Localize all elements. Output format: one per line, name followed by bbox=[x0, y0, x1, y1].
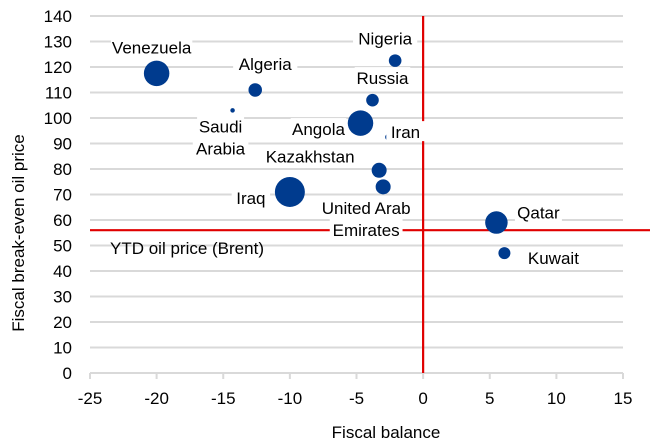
label-background bbox=[525, 247, 582, 268]
label-background bbox=[290, 118, 347, 139]
label-background bbox=[353, 27, 418, 48]
x-tick-label: 0 bbox=[418, 389, 427, 408]
data-label: Kuwait bbox=[528, 249, 579, 268]
point-label-kazakhstan: Kazakhstan bbox=[265, 145, 356, 166]
data-label: Iraq bbox=[236, 189, 265, 208]
bubble-iraq bbox=[274, 176, 305, 207]
label-background bbox=[110, 36, 193, 57]
label-background bbox=[386, 121, 425, 142]
x-tick-label: 15 bbox=[614, 389, 633, 408]
point-label-nigeria: Nigeria bbox=[353, 27, 418, 49]
y-tick-label: 30 bbox=[53, 288, 72, 307]
bubble-kazakhstan bbox=[371, 162, 387, 178]
point-label-kuwait: Kuwait bbox=[525, 247, 582, 268]
bubble-algeria bbox=[248, 83, 262, 97]
y-tick-label: 10 bbox=[53, 339, 72, 358]
label-background bbox=[192, 137, 249, 158]
y-tick-label: 0 bbox=[63, 364, 72, 383]
label-background bbox=[329, 218, 403, 239]
bubble-qatar bbox=[485, 211, 508, 234]
point-label-algeria: Algeria bbox=[233, 52, 298, 74]
label-background bbox=[316, 196, 416, 217]
bubble-kuwait bbox=[498, 247, 511, 260]
data-label: Algeria bbox=[239, 55, 292, 74]
y-tick-label: 20 bbox=[53, 313, 72, 332]
x-tick-label: -5 bbox=[349, 389, 364, 408]
data-label: Emirates bbox=[333, 221, 400, 240]
label-background bbox=[354, 67, 411, 88]
y-tick-label: 140 bbox=[44, 7, 72, 26]
y-tick-label: 130 bbox=[44, 33, 72, 52]
data-label: Arabia bbox=[196, 139, 246, 158]
label-background bbox=[233, 52, 298, 73]
x-tick-label: -15 bbox=[211, 389, 236, 408]
y-tick-label: 40 bbox=[53, 262, 72, 281]
x-tick-label: -25 bbox=[78, 389, 103, 408]
x-tick-label: -20 bbox=[144, 389, 169, 408]
label-background bbox=[231, 186, 271, 207]
point-label-iraq: Iraq bbox=[231, 186, 271, 208]
reference-line-label: YTD oil price (Brent) bbox=[110, 239, 264, 258]
point-label-russia: Russia bbox=[354, 67, 411, 88]
x-tick-label: 10 bbox=[547, 389, 566, 408]
y-tick-label: 80 bbox=[53, 160, 72, 179]
label-background bbox=[265, 145, 356, 166]
y-tick-label: 90 bbox=[53, 135, 72, 154]
point-labels: Venezuela Algeria Saudi Arabia Nigeria Russia… bbox=[110, 27, 582, 268]
bubble-nigeria bbox=[388, 54, 402, 67]
data-label: Venezuela bbox=[112, 38, 192, 57]
bubble-united-arab-emirates bbox=[375, 179, 391, 195]
data-label: Nigeria bbox=[358, 30, 412, 49]
point-label-saudi-arabia: Saudi Arabia bbox=[192, 115, 249, 158]
data-label: Iran bbox=[391, 123, 420, 142]
bubble-angola bbox=[347, 110, 374, 136]
y-tick-label: 50 bbox=[53, 237, 72, 256]
point-label-venezuela: Venezuela bbox=[110, 36, 193, 57]
x-axis-title: Fiscal balance bbox=[332, 423, 441, 442]
y-tick-label: 110 bbox=[45, 84, 72, 103]
bubbles bbox=[143, 54, 511, 260]
label-background bbox=[197, 115, 245, 136]
point-label-angola: Angola bbox=[290, 118, 347, 139]
y-tick-label: 120 bbox=[44, 58, 72, 77]
data-label: United Arab bbox=[322, 199, 411, 218]
y-tick-label: 100 bbox=[44, 109, 72, 128]
y-axis-title: Fiscal break-even oil price bbox=[9, 134, 28, 331]
data-label: Angola bbox=[292, 120, 345, 139]
data-label: Kazakhstan bbox=[266, 147, 355, 166]
bubble-venezuela bbox=[143, 60, 170, 87]
y-tick-label: 70 bbox=[53, 186, 72, 205]
label-background bbox=[514, 201, 562, 222]
point-label-qatar: Qatar bbox=[514, 201, 562, 223]
point-label-united-arab-emirates: United Arab Emirates bbox=[316, 196, 416, 240]
data-label: Qatar bbox=[517, 204, 560, 223]
bubble-russia bbox=[366, 93, 379, 107]
x-tick-label: -10 bbox=[278, 389, 303, 408]
bubble-saudi-arabia bbox=[230, 108, 235, 113]
x-tick-label: 5 bbox=[485, 389, 494, 408]
data-label: Saudi bbox=[199, 117, 242, 136]
data-label: Russia bbox=[357, 69, 410, 88]
y-tick-label: 60 bbox=[53, 211, 72, 230]
point-label-iran: Iran bbox=[386, 121, 425, 142]
